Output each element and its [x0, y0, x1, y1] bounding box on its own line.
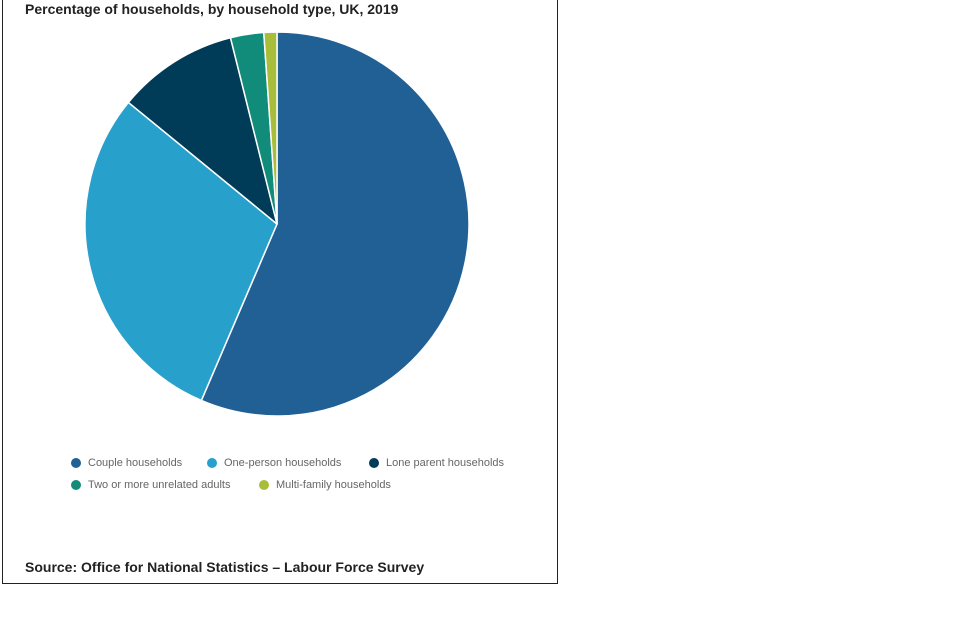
pie-slice-couple-households[interactable] — [200, 31, 470, 417]
legend-label-one-person-households: One-person households — [224, 457, 342, 469]
chart-source: Source: Office for National Statistics –… — [25, 559, 425, 575]
legend-item-two-or-more-unrelated-adults[interactable]: Two or more unrelated adults — [71, 479, 259, 491]
legend-item-one-person-households[interactable]: One-person households — [207, 457, 369, 469]
legend-row: Two or more unrelated adults Multi-famil… — [71, 479, 391, 491]
legend-marker-two-or-more-unrelated-adults — [71, 480, 81, 490]
legend-label-lone-parent-households: Lone parent households — [386, 457, 505, 469]
legend-marker-lone-parent-households — [369, 458, 379, 468]
pie-chart — [84, 31, 470, 417]
legend-item-couple-households[interactable]: Couple households — [71, 457, 207, 469]
pie-slice-one-person-households[interactable] — [84, 101, 278, 402]
legend-label-multi-family-households: Multi-family households — [276, 479, 391, 491]
legend-item-lone-parent-households[interactable]: Lone parent households — [369, 457, 504, 469]
chart-card: Percentage of households, by household t… — [2, 0, 558, 584]
legend-marker-multi-family-households — [259, 480, 269, 490]
pie-slice-multi-family-households[interactable] — [263, 31, 278, 225]
chart-title: Percentage of households, by household t… — [25, 1, 399, 17]
legend-marker-one-person-households — [207, 458, 217, 468]
legend-marker-couple-households — [71, 458, 81, 468]
legend-row: Couple households One-person households … — [71, 457, 504, 469]
pie-slice-lone-parent-households[interactable] — [127, 36, 278, 225]
legend-item-multi-family-households[interactable]: Multi-family households — [259, 479, 391, 491]
legend-label-couple-households: Couple households — [88, 457, 183, 469]
legend-label-two-or-more-unrelated-adults: Two or more unrelated adults — [88, 479, 231, 491]
